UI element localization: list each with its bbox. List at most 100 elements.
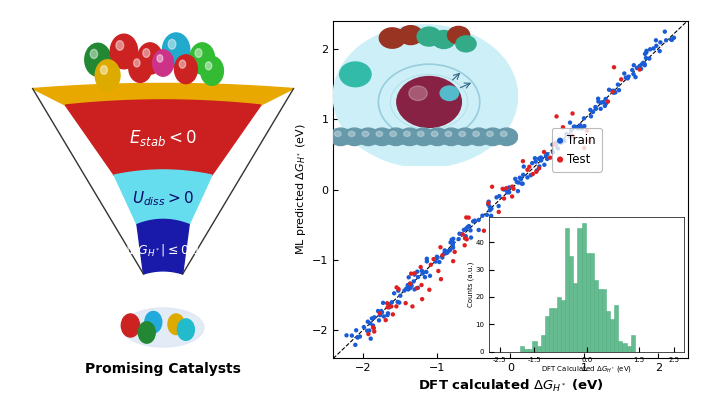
Train xyxy=(409,272,420,278)
Test xyxy=(461,236,472,243)
Train xyxy=(575,122,586,129)
Test xyxy=(406,270,417,277)
Train xyxy=(516,180,527,187)
Train xyxy=(447,242,459,248)
Train xyxy=(539,162,550,168)
Text: $U_{diss} > 0$: $U_{diss} > 0$ xyxy=(132,189,194,208)
Train xyxy=(514,174,525,181)
Train xyxy=(510,176,521,182)
Test xyxy=(391,303,402,310)
Train xyxy=(440,250,452,256)
Train xyxy=(511,179,523,185)
Test xyxy=(486,183,498,190)
Train xyxy=(369,314,380,321)
Circle shape xyxy=(206,62,212,70)
Circle shape xyxy=(143,49,150,57)
Train xyxy=(644,46,656,53)
Train xyxy=(467,218,479,225)
Train xyxy=(569,124,581,130)
Train xyxy=(483,198,494,205)
Test xyxy=(380,317,391,323)
Test xyxy=(400,300,411,307)
Train xyxy=(529,155,540,162)
Train xyxy=(408,278,419,285)
Train xyxy=(421,258,432,265)
Train xyxy=(364,327,375,334)
Train xyxy=(576,125,588,132)
Polygon shape xyxy=(65,100,261,175)
Train xyxy=(405,285,416,291)
Test xyxy=(368,325,379,331)
Circle shape xyxy=(145,311,162,333)
Train xyxy=(556,139,567,146)
Test xyxy=(634,66,645,73)
Train xyxy=(463,223,474,229)
Train xyxy=(650,37,661,44)
Circle shape xyxy=(162,33,190,68)
Train xyxy=(442,248,454,255)
Train xyxy=(586,113,597,119)
Test xyxy=(457,231,469,238)
Train xyxy=(550,139,562,146)
Train xyxy=(367,322,379,329)
Train xyxy=(607,87,618,94)
Train xyxy=(442,249,453,256)
Test xyxy=(545,154,556,161)
Train xyxy=(533,155,545,162)
Train xyxy=(447,239,459,246)
Train xyxy=(593,96,604,102)
Train xyxy=(358,324,369,330)
Train xyxy=(431,253,442,260)
Train xyxy=(372,308,384,314)
Circle shape xyxy=(177,319,194,340)
Train xyxy=(640,55,652,61)
Train xyxy=(561,131,572,138)
Train xyxy=(559,138,570,144)
Test xyxy=(487,238,498,245)
Train xyxy=(636,61,647,68)
Circle shape xyxy=(90,49,98,59)
Train xyxy=(515,176,527,182)
Test xyxy=(449,248,460,255)
Circle shape xyxy=(157,55,163,62)
Test xyxy=(518,158,529,164)
Circle shape xyxy=(129,54,152,82)
Test xyxy=(435,276,447,283)
Train xyxy=(637,60,649,66)
Train xyxy=(437,254,448,261)
Train xyxy=(527,160,538,166)
Polygon shape xyxy=(33,84,294,105)
Train xyxy=(601,100,612,107)
Train xyxy=(501,185,513,192)
Circle shape xyxy=(133,59,140,67)
Train xyxy=(585,107,596,113)
Train xyxy=(564,119,576,126)
Train xyxy=(573,125,584,132)
Train xyxy=(547,149,559,156)
Train xyxy=(518,171,529,178)
Test xyxy=(463,214,474,221)
Test xyxy=(428,256,440,262)
Train xyxy=(404,281,415,287)
Train xyxy=(393,299,405,306)
Polygon shape xyxy=(137,220,189,274)
Train xyxy=(572,125,584,131)
Test xyxy=(506,193,518,200)
Train xyxy=(419,274,430,281)
Circle shape xyxy=(95,60,120,91)
Train xyxy=(392,299,403,305)
Train xyxy=(542,156,553,162)
Train xyxy=(597,99,608,105)
Train xyxy=(341,332,352,339)
Test xyxy=(506,183,518,190)
Train xyxy=(425,272,436,279)
Circle shape xyxy=(179,60,186,68)
Train xyxy=(439,247,450,254)
Test xyxy=(581,127,593,134)
Train xyxy=(634,63,645,69)
Train xyxy=(403,286,414,293)
Train xyxy=(534,155,545,162)
Train xyxy=(350,342,361,348)
Test xyxy=(527,171,538,177)
Train xyxy=(395,293,406,299)
